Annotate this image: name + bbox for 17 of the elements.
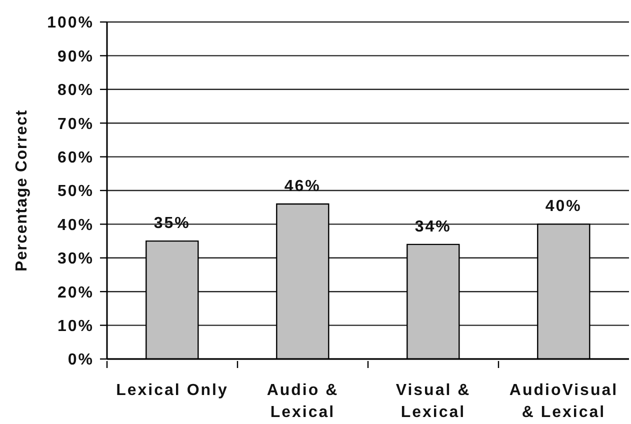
x-tick-label: Lexical Only (116, 382, 228, 399)
data-label: 40% (545, 198, 582, 216)
y-tick-label: 80% (57, 82, 94, 100)
x-tick-label: Audio & Lexical (266, 382, 339, 421)
y-axis-title: Percentage Correct (14, 109, 30, 272)
y-tick-label: 50% (57, 183, 94, 200)
y-tick-label: 60% (57, 149, 94, 166)
y-tick-label: 90% (57, 48, 94, 66)
x-tick-label: AudioVisual & Lexical (509, 382, 618, 421)
y-tick-label: 100% (47, 14, 94, 32)
x-tick-label: Visual & Lexical (396, 382, 471, 421)
y-tick-label: 20% (57, 284, 94, 302)
y-tick-label: 0% (68, 352, 94, 369)
y-tick-label: 10% (57, 318, 94, 335)
y-tick-label: 40% (57, 216, 94, 234)
y-tick-label: 30% (57, 250, 94, 268)
y-tick-label: 70% (57, 116, 94, 133)
